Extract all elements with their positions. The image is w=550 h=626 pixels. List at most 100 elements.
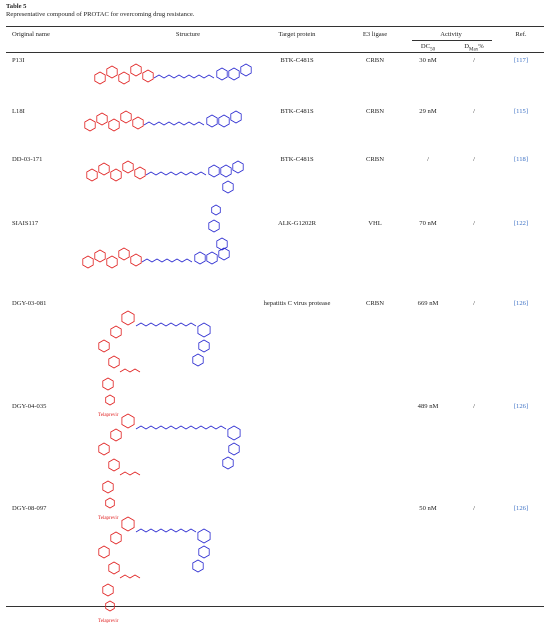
ring [227,425,241,441]
ring [130,253,142,267]
table-label: Table 5 [6,3,27,10]
cell-ref: [126] [513,403,529,410]
ring [102,583,114,597]
ring [228,442,240,456]
ring [108,458,120,472]
ring [222,456,234,470]
ring [105,394,115,406]
structure-bond [135,528,197,533]
ring [105,497,115,509]
structure-bond [141,258,193,263]
ring [132,116,144,130]
structure-bond [153,74,215,79]
cell-dc50: 29 nM [419,108,437,115]
cell-name: DD-03-171 [12,156,43,163]
ring [228,67,240,81]
header: E3 ligase [362,31,388,38]
header: DC50 [421,43,435,54]
ring [206,114,218,128]
ring [216,67,228,81]
cell-dmax: / [473,156,475,163]
cell-name: SIAIS117 [12,220,39,227]
header: Target protein [278,31,316,38]
ring [106,255,118,269]
header-text: % [478,43,484,50]
header: Activity [440,31,462,38]
ring [134,166,146,180]
ring [192,353,204,367]
ring [106,65,118,79]
header-sub: Max [469,47,479,53]
structure-bond [143,121,205,126]
ring [94,71,106,85]
ring [208,219,220,233]
ring [94,249,106,263]
ring [96,112,108,126]
cell-e3: CRBN [366,57,384,64]
ring [216,237,228,251]
cell-name: L18I [12,108,25,115]
structure-bond [145,171,207,176]
cell-name: DGY-08-097 [12,505,47,512]
ring [110,168,122,182]
header: Original name [12,31,50,38]
ring [230,110,242,124]
ring [108,355,120,369]
cell-dmax: / [473,108,475,115]
cell-e3: CRBN [366,156,384,163]
header: DMax% [464,43,483,54]
ring [82,255,94,269]
structure-bond [119,368,141,373]
cell-target: BTK-C481S [280,156,314,163]
header: Structure [175,31,201,38]
cell-target: ALK-G1202R [277,220,317,227]
ring [98,545,110,559]
ring [142,69,154,83]
ring [130,63,142,77]
cell-dc50: / [427,156,429,163]
cell-dc50: 30 nM [419,57,437,64]
ring [208,164,220,178]
header-text: D [464,43,470,50]
cell-e3: VHL [368,220,382,227]
structure-bond [135,322,197,327]
ring [197,322,211,338]
ring [211,204,221,216]
ring [102,480,114,494]
cell-target: BTK-C481S [280,108,314,115]
ring [105,600,115,612]
header-sub: 50 [430,47,436,53]
ring [110,531,122,545]
cell-e3: CRBN [366,108,384,115]
structure-label: Telaprevir [98,413,119,418]
ring [121,310,135,326]
ring [197,528,211,544]
activity-rule [412,40,492,41]
cell-dc50: 70 nM [419,220,437,227]
cell-e3: CRBN [366,300,384,307]
ring [198,339,210,353]
ring [122,160,134,174]
cell-dmax: / [473,300,475,307]
header: Ref. [515,31,527,38]
cell-ref: [122] [513,220,529,227]
ring [98,339,110,353]
cell-target: BTK-C481S [280,57,314,64]
ring [110,325,122,339]
cell-ref: [117] [513,57,529,64]
cell-dc50: 489 nM [417,403,439,410]
header-rule [6,52,544,53]
ring [102,377,114,391]
ring [84,118,96,132]
ring [110,428,122,442]
cell-dmax: / [473,220,475,227]
header-text: DC [420,43,431,50]
ring [194,251,206,265]
cell-dc50: 669 nM [417,300,439,307]
ring [98,162,110,176]
table-caption: Representative compound of PROTAC for ov… [6,11,195,18]
ring [108,561,120,575]
ring [222,180,234,194]
